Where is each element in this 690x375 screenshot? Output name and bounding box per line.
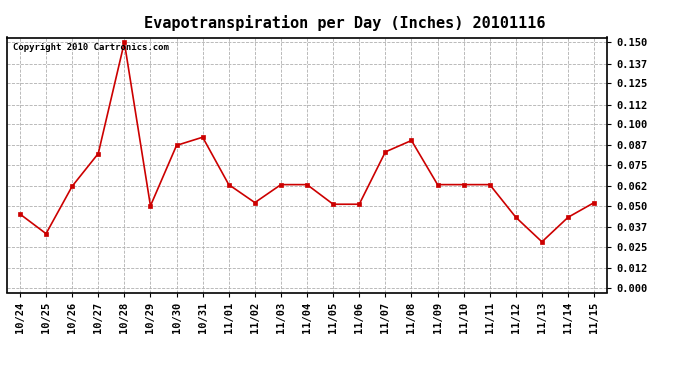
Text: Copyright 2010 Cartronics.com: Copyright 2010 Cartronics.com [13, 43, 169, 52]
Text: Evapotranspiration per Day (Inches) 20101116: Evapotranspiration per Day (Inches) 2010… [144, 15, 546, 31]
